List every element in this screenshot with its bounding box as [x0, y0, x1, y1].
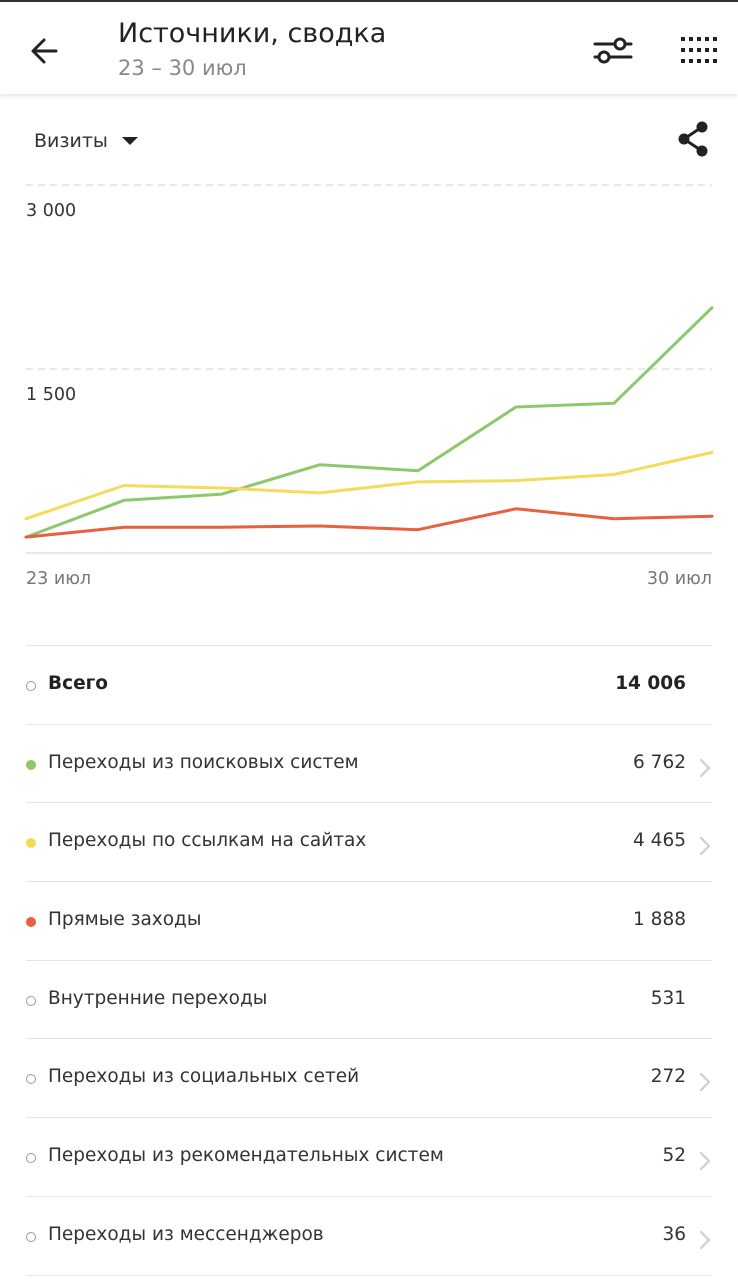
y-tick-label: 3 000 [26, 201, 76, 221]
source-row[interactable]: Переходы из рекомендательных систем 52 [26, 1118, 712, 1197]
source-value: 14 006 [615, 673, 686, 694]
source-value: 1 888 [633, 909, 686, 931]
back-arrow-icon[interactable] [22, 28, 68, 74]
source-value: 531 [650, 987, 686, 1009]
source-label: Прямые заходы [48, 909, 202, 931]
series-line [24, 507, 714, 539]
chevron-right-icon[interactable] [698, 757, 712, 779]
source-label: Переходы из социальных сетей [48, 1066, 360, 1088]
source-row: Прямые заходы 1 888 [26, 882, 712, 961]
sources-list: Всего 14 006 Переходы из поисковых систем 6… [26, 645, 712, 1276]
metric-label: Визиты [34, 130, 108, 152]
source-row[interactable]: Переходы из социальных сетей 272 [26, 1039, 712, 1119]
y-tick-label: 1 500 [26, 385, 76, 405]
source-row[interactable]: Переходы по ссылкам на сайтах 4 465 [26, 803, 712, 883]
series-dot-icon[interactable] [26, 995, 36, 1006]
source-label: Всего [48, 673, 108, 694]
source-value: 6 762 [633, 751, 686, 773]
series-dot-icon[interactable] [26, 1153, 36, 1164]
caret-down-icon [121, 137, 138, 145]
source-label: Переходы из поисковых систем [48, 751, 359, 773]
source-row: Всего 14 006 [26, 646, 712, 725]
series-dot-icon[interactable] [26, 917, 36, 928]
source-label: Переходы из мессенджеров [48, 1223, 324, 1245]
chevron-right-icon[interactable] [698, 1229, 712, 1251]
page-title: Источники, сводка [118, 18, 387, 49]
source-label: Внутренние переходы [48, 987, 268, 1009]
filter-sliders-icon[interactable] [590, 30, 636, 70]
source-label: Переходы по ссылкам на сайтах [48, 830, 367, 852]
chevron-right-icon[interactable] [698, 1150, 712, 1172]
series-dot-icon[interactable] [26, 838, 36, 849]
app-bar: Источники, сводка 23 – 30 июл [0, 0, 738, 94]
series-dot-icon[interactable] [26, 1074, 36, 1085]
source-value: 52 [662, 1145, 686, 1167]
source-row: Внутренние переходы 531 [26, 961, 712, 1040]
x-tick-label: 30 июл [647, 569, 712, 589]
source-value: 4 465 [633, 830, 686, 852]
x-tick-label: 23 июл [26, 569, 91, 589]
chevron-right-icon[interactable] [698, 1071, 712, 1093]
series-line [24, 306, 714, 539]
chevron-right-icon[interactable] [698, 835, 712, 857]
source-row[interactable]: Переходы из поисковых систем 6 762 [26, 725, 712, 804]
metric-dropdown[interactable]: Визиты [34, 126, 138, 156]
source-value: 36 [662, 1223, 686, 1245]
visits-line-chart: 3 000 1 500 23 июл 30 июл [24, 184, 714, 589]
source-label: Переходы из рекомендательных систем [48, 1145, 444, 1167]
series-dot-icon[interactable] [26, 1231, 36, 1242]
apps-grid-icon[interactable] [676, 30, 722, 70]
series-dot-icon[interactable] [26, 681, 36, 691]
series-dot-icon[interactable] [26, 759, 36, 770]
share-icon[interactable] [672, 118, 714, 160]
source-row[interactable]: Переходы из мессенджеров 36 [26, 1197, 712, 1276]
source-value: 272 [650, 1066, 686, 1088]
date-range[interactable]: 23 – 30 июл [118, 56, 247, 80]
series-line [24, 450, 714, 521]
